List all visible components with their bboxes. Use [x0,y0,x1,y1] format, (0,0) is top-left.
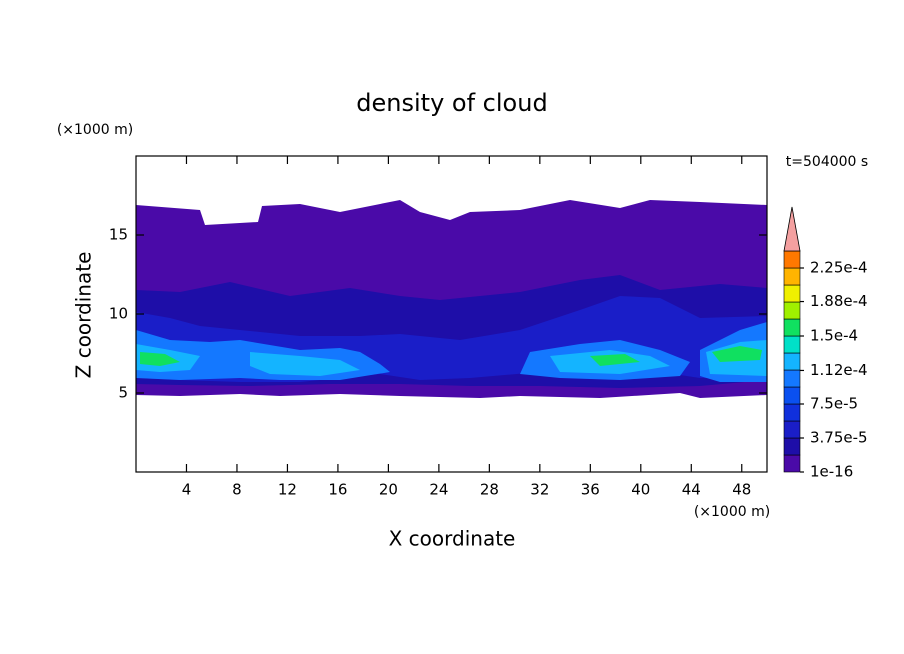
colorbar-extension [783,206,801,252]
x-tick-label: 4 [182,481,192,499]
colorbar-band [783,403,801,422]
y-tick-label: 5 [118,384,128,402]
x-tick-label: 8 [232,481,242,499]
colorbar-band [783,284,801,303]
x-tick-label: 20 [379,481,398,499]
x-tick-label: 40 [631,481,650,499]
x-tick-label: 36 [581,481,600,499]
colorbar-band [783,267,801,286]
colorbar-tick-label: 7.5e-5 [810,395,858,413]
colorbar-band [783,318,801,337]
x-unit: (×1000 m) [694,504,770,520]
colorbar-band [783,420,801,439]
x-tick-label: 12 [278,481,297,499]
x-tick-label: 24 [429,481,448,499]
time-annotation: t=504000 s [786,154,868,170]
colorbar-band [783,369,801,388]
colorbar-band [783,335,801,354]
colorbar-band [783,386,801,405]
contour-region [590,354,640,366]
x-tick-label: 48 [732,481,751,499]
colorbar-tick-label: 1.88e-4 [810,292,868,310]
chart-title: density of cloud [356,89,547,117]
colorbar-tick-label: 2.25e-4 [810,259,868,277]
colorbar-band [783,352,801,371]
contour-field [136,200,767,398]
colorbar-tick-label: 1.5e-4 [810,327,858,345]
contour-region [712,346,762,362]
contour-region [140,352,180,366]
colorbar-band [783,454,801,473]
x-tick-label: 44 [682,481,701,499]
colorbar-tick-label: 1e-16 [810,463,853,481]
contour-region [250,352,360,376]
colorbar-band [783,437,801,456]
y-axis-label: Z coordinate [72,252,96,379]
y-tick-label: 15 [109,226,128,244]
colorbar-band [783,301,801,320]
x-tick-label: 16 [328,481,347,499]
colorbar-band [783,250,801,269]
y-unit: (×1000 m) [57,122,133,138]
y-tick-label: 10 [109,305,128,323]
x-tick-label: 28 [480,481,499,499]
colorbar-tick-label: 1.12e-4 [810,361,868,379]
x-tick-label: 32 [530,481,549,499]
x-axis-label: X coordinate [389,527,516,551]
colorbar-tick-label: 3.75e-5 [810,429,868,447]
